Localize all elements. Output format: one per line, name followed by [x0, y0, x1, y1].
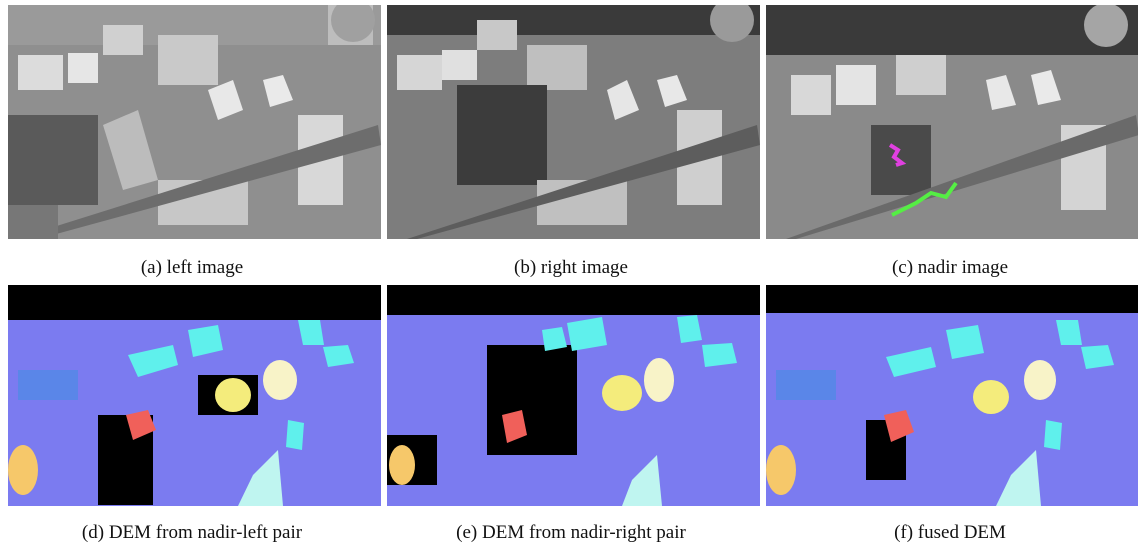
dem-nadir-left	[8, 285, 381, 506]
nadir-marker-green	[891, 181, 958, 217]
right-image-graphic	[387, 5, 760, 239]
dem-nadir-right	[387, 285, 760, 506]
nadir-image-graphic	[766, 5, 1138, 239]
caption-fused-dem: (f) fused DEM	[894, 522, 1006, 543]
caption-nadir-image: (c) nadir image	[891, 257, 1009, 278]
fused-dem	[766, 285, 1138, 506]
fused-dem-graphic	[766, 285, 1138, 506]
dem-nadir-right-graphic	[387, 285, 760, 506]
caption-dem-nadir-left: (d) DEM from nadir-left pair	[81, 522, 303, 543]
nadir-marker-magenta	[888, 143, 907, 167]
left-image	[8, 5, 381, 239]
caption-left-image: (a) left image	[140, 257, 244, 278]
left-image-graphic	[8, 5, 381, 239]
caption-dem-nadir-right: (e) DEM from nadir-right pair	[456, 522, 686, 543]
right-image	[387, 5, 760, 239]
caption-right-image: (b) right image	[514, 257, 628, 278]
dem-nadir-left-graphic	[8, 285, 381, 506]
nadir-image	[766, 5, 1138, 239]
